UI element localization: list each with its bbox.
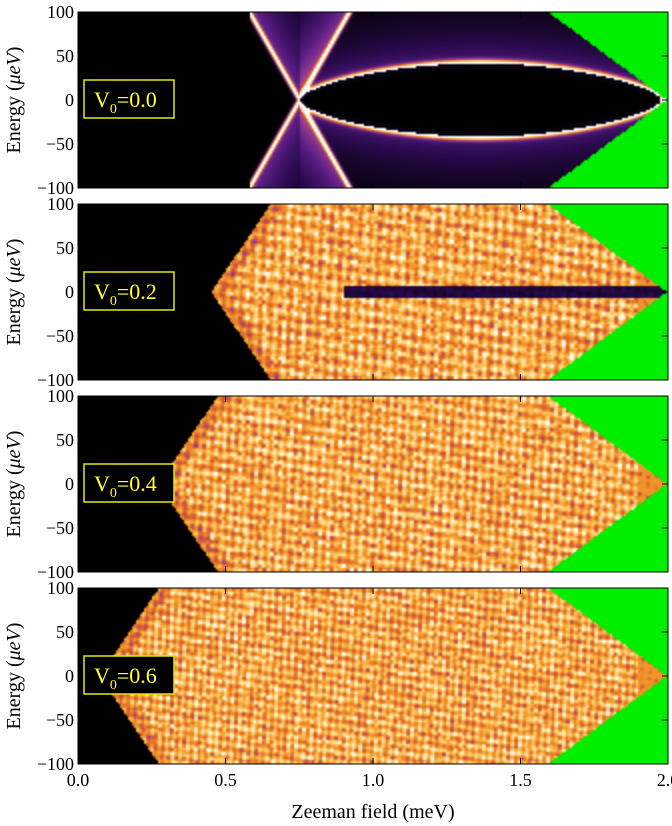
- v0-label-box: [83, 655, 175, 695]
- y-tick-label: 0: [65, 666, 74, 686]
- heatmap-image: [78, 12, 668, 188]
- v0-label: V0=0.0: [94, 87, 157, 117]
- y-tick-label: 100: [47, 386, 74, 406]
- heatmap-image: [78, 396, 668, 572]
- y-tick-label: 50: [56, 622, 74, 642]
- y-tick-label: −50: [46, 326, 74, 346]
- y-tick-label: −50: [46, 710, 74, 730]
- v0-label: V0=0.2: [94, 279, 157, 309]
- x-axis-label: Zeeman field (meV): [291, 801, 454, 823]
- v0-label: V0=0.4: [94, 471, 157, 501]
- panel-4: 100 50 0 −50 −100 Energy (μeV) V0=0.6: [3, 578, 669, 774]
- panel-3: 100 50 0 −50 −100 Energy (μeV) V0=0.4: [3, 386, 669, 582]
- y-tick-label: 0: [65, 474, 74, 494]
- y-tick-label: −100: [37, 178, 74, 198]
- y-tick-label: −50: [46, 134, 74, 154]
- y-tick-label: −100: [37, 370, 74, 390]
- v0-label-box: [83, 463, 175, 503]
- y-tick-label: 0: [65, 282, 74, 302]
- y-axis-label: Energy (μeV): [3, 239, 25, 346]
- x-tick-label: 1.5: [509, 770, 532, 790]
- y-tick-label: 50: [56, 238, 74, 258]
- y-axis-label: Energy (μeV): [3, 431, 25, 538]
- y-tick-label: 100: [47, 578, 74, 598]
- y-tick-label: 100: [47, 194, 74, 214]
- y-tick-label: 0: [65, 90, 74, 110]
- x-tick-label: 0.0: [67, 770, 90, 790]
- y-tick-label: 50: [56, 46, 74, 66]
- y-tick-label: −50: [46, 518, 74, 538]
- heatmap-image: [78, 204, 668, 380]
- panel-1: 100 50 0 −50 −100 Energy (μeV) V0=0.0: [3, 2, 669, 198]
- v0-label: V0=0.6: [94, 663, 157, 693]
- x-tick-label: 1.0: [362, 770, 385, 790]
- y-axis-label: Energy (μeV): [3, 623, 25, 730]
- panel-2: 100 50 0 −50 −100 Energy (μeV) V0=0.2: [3, 194, 669, 390]
- v0-label-box: [83, 271, 175, 311]
- x-tick-label: 2.0: [657, 770, 672, 790]
- y-tick-label: −100: [37, 562, 74, 582]
- y-tick-label: −100: [37, 754, 74, 774]
- y-axis-label: Energy (μeV): [3, 47, 25, 154]
- heatmap-image: [78, 588, 668, 764]
- y-tick-label: 50: [56, 430, 74, 450]
- v0-label-box: [83, 79, 175, 119]
- y-tick-label: 100: [47, 2, 74, 22]
- x-tick-label: 0.5: [214, 770, 237, 790]
